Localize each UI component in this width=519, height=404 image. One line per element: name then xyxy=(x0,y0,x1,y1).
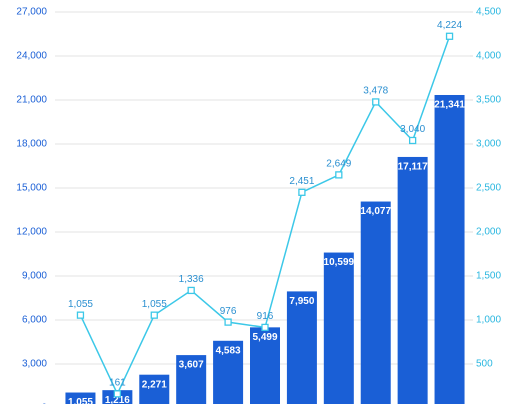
y2-tick-label: 4,500 xyxy=(476,7,501,18)
bar-value-label: 1,216 xyxy=(105,395,130,404)
y2-tick-label: 500 xyxy=(476,359,493,370)
y2-tick-label: 4,000 xyxy=(476,51,501,62)
line-value-label: 1,055 xyxy=(68,299,93,310)
line-point xyxy=(187,286,195,295)
y2-tick-label: 3,000 xyxy=(476,139,501,150)
line-value-label: 3,040 xyxy=(400,124,425,135)
bar-value-label: 3,607 xyxy=(179,360,204,371)
bar xyxy=(176,355,207,404)
bar-value-label: 21,341 xyxy=(434,100,465,111)
bar xyxy=(139,374,170,404)
line-point xyxy=(335,171,343,179)
bar-value-label: 17,117 xyxy=(398,162,428,173)
line-value-label: 976 xyxy=(220,306,237,317)
line-point xyxy=(150,311,158,319)
y-tick-label: 3,000 xyxy=(22,359,47,370)
line-point xyxy=(76,311,85,319)
y2-tick-label: 3,500 xyxy=(476,95,501,106)
bar xyxy=(65,392,96,404)
line-value-label: 4,224 xyxy=(437,20,462,31)
bar-value-label: 10,599 xyxy=(324,257,355,268)
y-tick-label: 21,000 xyxy=(16,95,47,106)
line-point xyxy=(298,188,306,196)
line-value-label: 1,055 xyxy=(142,299,167,310)
line-point xyxy=(445,32,454,40)
line-point xyxy=(372,98,380,106)
y-tick-label: 12,000 xyxy=(16,227,47,238)
bar-value-label: 1,055 xyxy=(68,397,93,404)
y-tick-label: 9,000 xyxy=(22,271,47,282)
y-tick-label: 27,000 xyxy=(16,7,47,18)
line-point xyxy=(261,323,269,332)
line-value-label: 916 xyxy=(257,311,274,322)
bar-value-label: 4,583 xyxy=(216,345,241,356)
y2-tick-label: 2,000 xyxy=(476,227,501,238)
bar xyxy=(397,156,428,404)
bar-value-label: 5,499 xyxy=(252,332,277,343)
bar xyxy=(286,291,317,404)
y-tick-label: 24,000 xyxy=(16,51,47,62)
line-value-label: 2,649 xyxy=(326,159,351,170)
y-tick-label: 6,000 xyxy=(22,315,47,326)
y2-tick-label: 1,000 xyxy=(476,315,501,326)
y-tick-label: 18,000 xyxy=(16,139,47,150)
y2-tick-label: 1,500 xyxy=(476,271,501,282)
bar-value-label: 2,271 xyxy=(142,379,167,390)
bar-value-label: 7,950 xyxy=(289,296,314,307)
bar xyxy=(250,327,280,404)
line-point xyxy=(113,390,122,398)
bar xyxy=(434,94,465,404)
bar xyxy=(323,252,354,404)
line-value-label: 161 xyxy=(109,377,126,388)
line-value-label: 1,336 xyxy=(179,274,204,285)
bar xyxy=(213,340,244,404)
line-point xyxy=(408,136,417,145)
bar-value-label: 14,077 xyxy=(360,206,391,217)
line-value-label: 3,478 xyxy=(363,86,388,97)
y-tick-label: 15,000 xyxy=(16,183,47,194)
y2-tick-label: 2,500 xyxy=(476,183,501,194)
line-point xyxy=(224,318,232,326)
bar xyxy=(360,201,391,404)
line-value-label: 2,451 xyxy=(289,176,314,187)
y-tick-label: 0 xyxy=(41,403,47,404)
